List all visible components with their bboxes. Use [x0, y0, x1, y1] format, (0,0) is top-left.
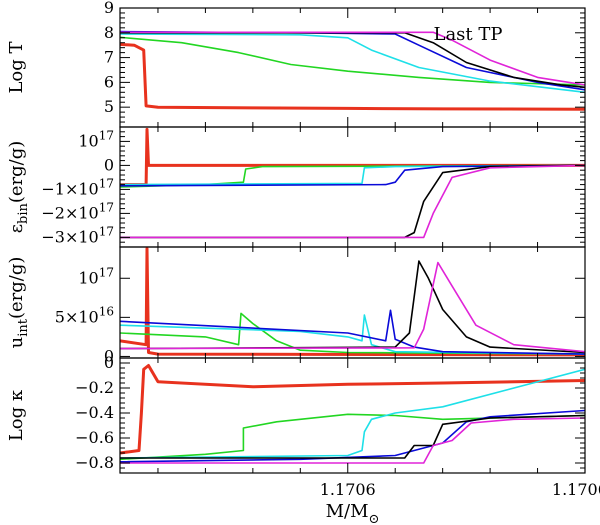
tick-label-exponent: 17 [99, 200, 114, 214]
panel-series [120, 364, 585, 464]
y-axis-title-subscript: int [16, 318, 31, 337]
y-tick-label: 5×1016 [55, 304, 114, 326]
y-tick-label: −0.4 [75, 403, 114, 422]
y-tick-label: −1×1017 [41, 176, 114, 198]
panel-uint: 0 5×1016 1017 uint(erg/g) [6, 246, 586, 365]
y-axis-title: Log T [6, 41, 27, 93]
x-tick-label: 1.17065 [552, 480, 600, 499]
panel-frame [119, 357, 586, 474]
series-line-red [120, 247, 585, 357]
tick-label-exponent: 16 [99, 304, 114, 318]
y-tick-label: −0.2 [75, 378, 114, 397]
y-tick-label: 8 [104, 23, 114, 42]
series-line-green [120, 413, 585, 461]
tick-label-base: −3×10 [41, 227, 98, 246]
tick-label-base: 5×10 [55, 307, 99, 326]
series-line-green [120, 36, 585, 86]
y-axis-title-part: (erg/g) [6, 257, 27, 319]
y-tick-label: 9 [104, 0, 114, 17]
tick-label-base: 10 [78, 131, 98, 150]
y-axis-title: uint(erg/g) [6, 257, 31, 349]
tick-label-exponent: 17 [99, 128, 114, 142]
series-line-magenta [120, 261, 585, 353]
y-tick-label: −2×1017 [41, 200, 114, 222]
x-axis-title: M/M⊙ [326, 501, 380, 525]
x-axis-title-main: M/M [326, 501, 369, 522]
y-tick-label: 0 [104, 346, 114, 365]
y-tick-label: −0.6 [75, 428, 114, 447]
series-line-red [120, 42, 585, 111]
series-line-cyan [120, 368, 585, 459]
y-axis-title-part: (erg/g) [6, 141, 27, 203]
y-tick-label: 6 [104, 72, 114, 91]
series-line-blue [120, 164, 585, 187]
series-line-cyan [120, 314, 585, 355]
series-line-blue [120, 309, 585, 355]
y-axis-title-part: ε [6, 224, 27, 233]
tick-label-base: −1×10 [41, 179, 98, 198]
tick-label-exponent: 17 [99, 176, 114, 190]
y-tick-label: 1017 [78, 128, 114, 150]
x-tick-label: 1.1706 [320, 480, 376, 499]
tick-label-exponent: 17 [99, 265, 114, 279]
y-tick-label: 1017 [78, 265, 114, 287]
y-axis-title: Log κ [6, 389, 27, 441]
series-line-green [120, 312, 585, 355]
panel-series [120, 127, 585, 239]
y-tick-label: −0.8 [75, 453, 114, 472]
series-line-cyan [120, 33, 585, 94]
tick-label-exponent: 17 [99, 224, 114, 238]
series-line-red [120, 364, 585, 455]
y-axis-title-subscript: bin [16, 202, 31, 223]
panel-series [120, 30, 585, 111]
y-axis-title: εbin(erg/g) [6, 141, 31, 234]
series-line-black [120, 260, 585, 354]
tick-label-base: 10 [78, 268, 98, 287]
y-tick-label: −3×1017 [41, 224, 114, 246]
series-line-magenta [120, 417, 585, 464]
panel-series [120, 247, 585, 357]
x-axis: 1.1706 1.17065 M/M⊙ [320, 480, 600, 525]
y-tick-label: 5 [104, 97, 114, 116]
panel-logk: 0 −0.2 −0.4 −0.6 −0.8 Log κ [6, 353, 586, 474]
series-line-magenta [120, 31, 585, 86]
tick-label-base: −2×10 [41, 203, 98, 222]
y-axis-title-part: u [6, 337, 27, 349]
panel-annotation: Last TP [434, 24, 503, 45]
x-axis-title-subscript: ⊙ [369, 512, 380, 525]
series-line-magenta [120, 164, 585, 239]
y-tick-label: 0 [104, 353, 114, 372]
y-tick-label: 0 [104, 155, 114, 174]
y-tick-label: 7 [104, 48, 114, 67]
